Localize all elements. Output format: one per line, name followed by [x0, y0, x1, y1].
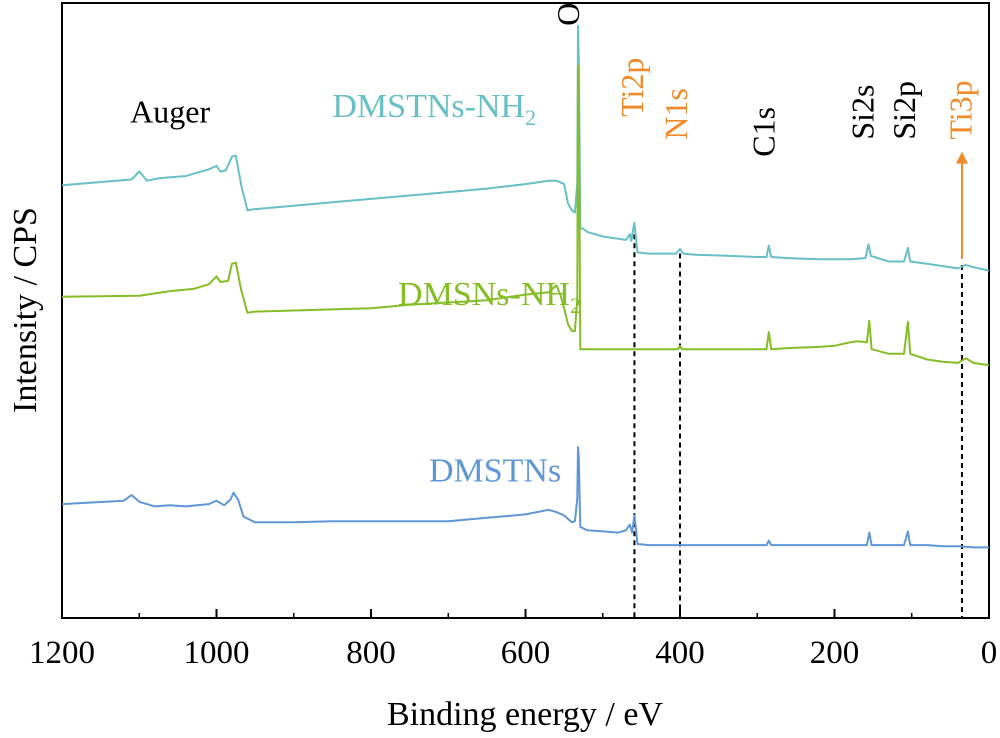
x-tick-label: 0 — [981, 635, 998, 671]
peak-label-auger: Auger — [130, 94, 210, 130]
x-tick-label: 200 — [810, 635, 860, 671]
peak-label-n1s: N1s — [658, 88, 694, 140]
series-line-dmstns-nh2 — [61, 24, 990, 272]
x-tick-label: 600 — [501, 635, 551, 671]
series-label-dmstns-nh2: DMSTNs-NH2 — [332, 88, 536, 130]
series-layer — [61, 24, 990, 549]
peak-label-si2p: Si2p — [886, 81, 922, 140]
ti3p-arrow-head — [955, 151, 968, 164]
series-label-dmsns-nh2: DMSNs-NH2 — [398, 276, 581, 318]
peak-label-c1s: C1s — [745, 107, 781, 157]
series-line-dmsns-nh2 — [61, 64, 990, 367]
x-axis-title: Binding energy / eV — [387, 696, 663, 733]
x-axis-ticks: 1200 1000 800 600 400 200 0 — [29, 609, 997, 671]
series-labels: DMSTNs-NH2 DMSNs-NH2 DMSTNs — [332, 88, 581, 489]
x-tick-label: 800 — [346, 635, 396, 671]
peak-label-si2s: Si2s — [844, 85, 880, 140]
peak-label-ti2p: Ti2p — [614, 58, 650, 117]
series-label-dmstns: DMSTNs — [429, 452, 561, 489]
x-tick-label: 400 — [655, 635, 705, 671]
x-tick-label: 1200 — [29, 635, 95, 671]
series-line-dmstns — [61, 446, 989, 549]
x-tick-label: 1000 — [184, 635, 250, 671]
y-axis-title: Intensity / CPS — [7, 207, 44, 413]
peak-label-ti3p: Ti3p — [942, 80, 978, 139]
peak-label-o1s: O1s — [550, 0, 586, 26]
reference-lines — [633, 234, 963, 618]
